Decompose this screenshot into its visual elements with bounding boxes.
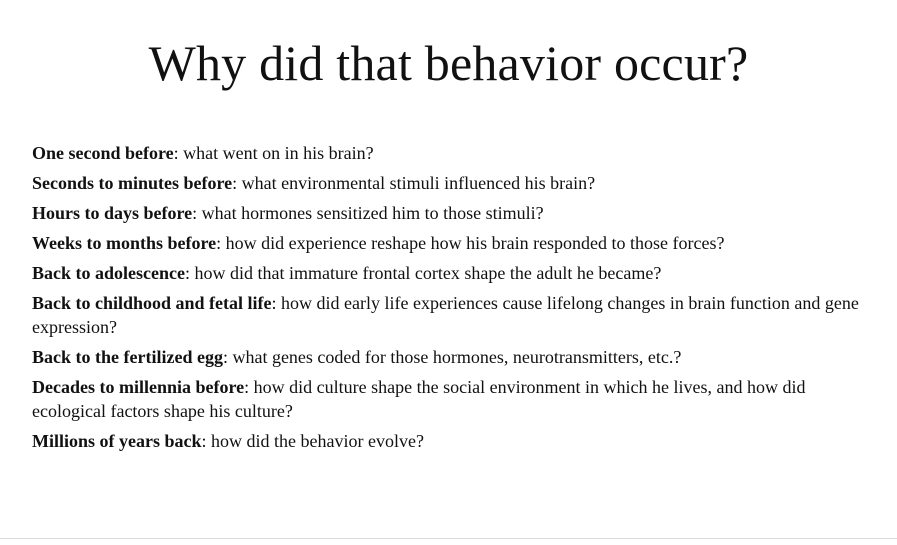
item-heading: Decades to millennia before [32,377,245,397]
item-text: : what went on in his brain? [173,143,374,163]
item-text: : what environmental stimuli influenced … [232,173,596,193]
list-item: Decades to millennia before: how did cul… [32,375,872,423]
bottom-divider [0,538,897,539]
item-text: : how did the behavior evolve? [201,431,424,451]
timescale-list: One second before: what went on in his b… [32,141,872,459]
item-heading: One second before [32,143,174,163]
item-text: : what hormones sensitized him to those … [192,203,544,223]
list-item: Hours to days before: what hormones sens… [32,201,872,225]
item-heading: Millions of years back [32,431,202,451]
slide-title: Why did that behavior occur? [148,35,749,91]
item-text: : how did early life experiences cause l… [32,293,859,337]
item-text: : how did experience reshape how his bra… [216,233,725,253]
list-item: One second before: what went on in his b… [32,141,872,165]
list-item: Back to the fertilized egg: what genes c… [32,345,872,369]
item-text: : how did culture shape the social envir… [32,377,806,421]
item-text: : what genes coded for those hormones, n… [222,347,682,367]
list-item: Back to childhood and fetal life: how di… [32,291,872,339]
item-heading: Back to childhood and fetal life [32,293,272,313]
list-item: Seconds to minutes before: what environm… [32,171,872,195]
list-item: Weeks to months before: how did experien… [32,231,872,255]
item-heading: Back to the fertilized egg [32,347,223,367]
item-text: : how did that immature frontal cortex s… [184,263,662,283]
item-heading: Hours to days before [32,203,193,223]
list-item: Back to adolescence: how did that immatu… [32,261,872,285]
item-heading: Seconds to minutes before [32,173,233,193]
item-heading: Weeks to months before [32,233,217,253]
item-heading: Back to adolescence [32,263,185,283]
list-item: Millions of years back: how did the beha… [32,429,872,453]
